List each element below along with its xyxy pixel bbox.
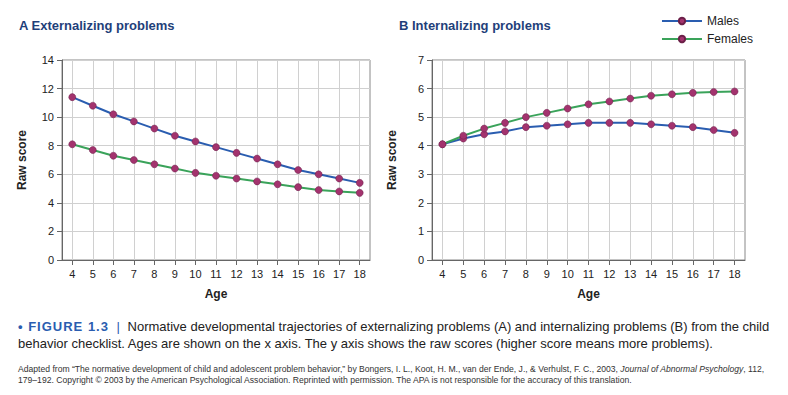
svg-text:15: 15	[292, 268, 304, 280]
svg-text:17: 17	[333, 268, 345, 280]
svg-text:9: 9	[172, 268, 178, 280]
svg-text:11: 11	[210, 268, 221, 280]
svg-text:14: 14	[42, 54, 54, 66]
svg-text:1: 1	[418, 225, 424, 237]
svg-text:6: 6	[481, 268, 487, 280]
svg-text:Age: Age	[205, 287, 228, 301]
svg-text:Raw score: Raw score	[385, 130, 399, 190]
svg-text:7: 7	[418, 54, 424, 66]
svg-text:4: 4	[48, 197, 54, 209]
svg-text:Males: Males	[707, 14, 739, 28]
svg-text:8: 8	[48, 140, 54, 152]
svg-text:11: 11	[583, 268, 594, 280]
svg-text:13: 13	[251, 268, 263, 280]
svg-text:16: 16	[313, 268, 325, 280]
svg-text:18: 18	[354, 268, 366, 280]
svg-text:14: 14	[271, 268, 283, 280]
svg-text:4: 4	[439, 268, 445, 280]
svg-text:0: 0	[48, 254, 54, 266]
svg-text:4: 4	[69, 268, 75, 280]
html-text:• FIGURE 1.3: • FIGURE 1.3	[18, 319, 109, 334]
svg-text:5: 5	[460, 268, 466, 280]
svg-text:3: 3	[418, 168, 424, 180]
svg-text:6: 6	[48, 168, 54, 180]
svg-text:12: 12	[230, 268, 242, 280]
html-text:| Normative developmental traj: | Normative developmental trajectories o…	[18, 319, 770, 351]
svg-text:9: 9	[544, 268, 550, 280]
svg-text:5: 5	[90, 268, 96, 280]
svg-text:7: 7	[502, 268, 508, 280]
svg-text:2: 2	[48, 225, 54, 237]
html-text:Adapted from “The normative de: Adapted from “The normative development …	[18, 364, 765, 385]
svg-text:A Externalizing problems: A Externalizing problems	[19, 18, 175, 33]
svg-text:6: 6	[418, 83, 424, 95]
svg-text:12: 12	[42, 83, 54, 95]
svg-text:4: 4	[418, 140, 424, 152]
svg-text:12: 12	[603, 268, 615, 280]
svg-text:16: 16	[687, 268, 699, 280]
svg-text:8: 8	[151, 268, 157, 280]
svg-text:Raw score: Raw score	[15, 130, 29, 190]
svg-text:2: 2	[418, 197, 424, 209]
svg-text:14: 14	[645, 268, 657, 280]
svg-text:6: 6	[110, 268, 116, 280]
svg-text:Females: Females	[707, 32, 753, 46]
svg-text:7: 7	[131, 268, 137, 280]
svg-text:15: 15	[666, 268, 678, 280]
svg-text:Age: Age	[577, 287, 600, 301]
svg-text:5: 5	[418, 111, 424, 123]
svg-text:10: 10	[189, 268, 201, 280]
svg-text:17: 17	[708, 268, 720, 280]
svg-text:10: 10	[562, 268, 574, 280]
svg-text:18: 18	[728, 268, 740, 280]
svg-text:10: 10	[42, 111, 54, 123]
svg-text:B Internalizing problems: B Internalizing problems	[399, 18, 551, 33]
svg-text:0: 0	[418, 254, 424, 266]
svg-text:13: 13	[624, 268, 636, 280]
svg-text:8: 8	[523, 268, 529, 280]
